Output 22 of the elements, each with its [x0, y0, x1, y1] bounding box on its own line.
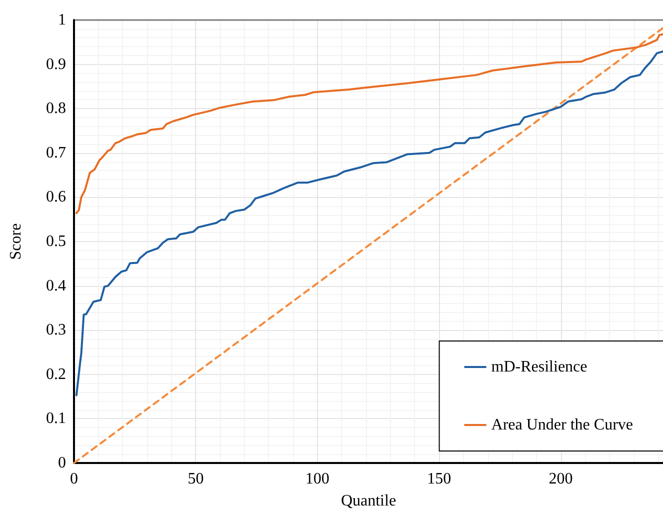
y-tick-label: 0 — [58, 454, 66, 472]
y-axis-title: Score — [8, 223, 24, 260]
legend-label: mD-Resilience — [491, 358, 588, 376]
y-tick-label: 0.9 — [46, 56, 66, 73]
y-tick-label: 0.1 — [46, 410, 66, 428]
x-tick-label: 50 — [188, 470, 204, 488]
y-tick-label: 0.5 — [46, 233, 66, 250]
legend-label: Area Under the Curve — [491, 416, 633, 434]
y-tick-label: 0.8 — [46, 100, 66, 118]
x-tick-label: 100 — [305, 470, 330, 488]
y-tick-label: 0.4 — [46, 277, 66, 294]
x-tick-label: 150 — [427, 470, 452, 488]
y-tick-label: 1 — [58, 12, 66, 28]
y-tick-label: 0.7 — [46, 144, 66, 162]
line-series — [75, 33, 663, 214]
y-tick-label: 0.2 — [46, 366, 66, 383]
line-series — [75, 50, 663, 396]
x-tick-label: 0 — [70, 470, 78, 488]
x-axis-title: Quantile — [340, 492, 396, 510]
x-tick-label: 200 — [548, 470, 573, 488]
y-tick-label: 0.6 — [46, 188, 66, 206]
y-tick-label: 0.3 — [46, 322, 66, 339]
